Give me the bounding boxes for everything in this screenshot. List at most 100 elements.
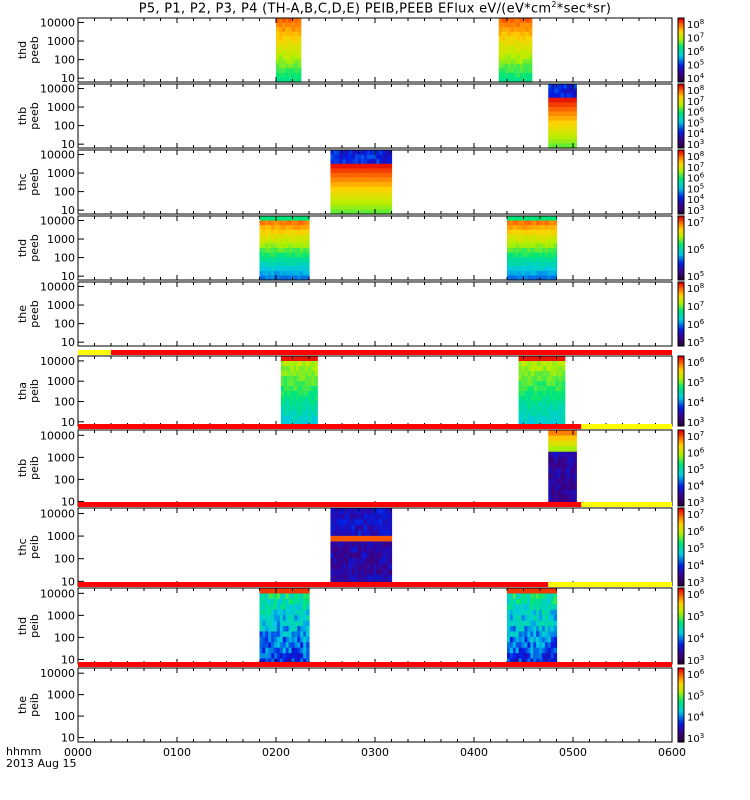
panel-9-segment-1-cell	[276, 620, 281, 627]
panel-6-colorbar-cell	[678, 403, 684, 406]
panel-6-segment-2-cell	[518, 371, 523, 377]
panel-4-segment-2-cell	[550, 229, 555, 235]
panel-7-segment-1-cell	[573, 495, 577, 502]
panel-5-colorbar-cell	[678, 323, 684, 326]
panel-1-colorbar-cell	[678, 21, 684, 24]
panel-10-colorbar-cell	[678, 732, 684, 736]
panel-9-segment-1-cell	[265, 609, 269, 616]
panel-7-segment-1-cell	[560, 495, 565, 502]
panel-2-colorbar-cell	[678, 111, 684, 114]
panel-3-segment-2-cell	[385, 163, 390, 169]
panel-6-segment-2-cell	[558, 396, 563, 402]
panel-1-segment-1-cell	[288, 18, 293, 24]
panel-7-segment-1-cell	[573, 489, 577, 496]
panel-9-segment-1-cell	[306, 631, 310, 638]
panel-8-segment-2-cell	[330, 513, 335, 520]
panel-9-segment-2-cell	[518, 626, 523, 633]
panel-6-colorbar-cell	[678, 385, 684, 388]
panel-10-colorbar-cell	[678, 706, 684, 710]
panel-3-segment-2-cell	[367, 150, 371, 156]
panel-9-segment-2-cell	[547, 658, 552, 665]
panel-3-colorbar-cell	[678, 174, 684, 177]
panel-3-segment-2-cell	[373, 163, 377, 169]
panel-3-segment-2-cell	[333, 159, 338, 165]
panel-1-segment-1-cell	[285, 72, 289, 79]
panel-9-segment-2-cell	[533, 593, 537, 600]
panel-3-segment-2-cell	[342, 195, 347, 201]
panel-4-segment-2-cell	[530, 220, 534, 226]
panel-4-segment-2-cell	[533, 266, 537, 272]
panel-8-segment-2-cell	[354, 558, 359, 565]
panel-9-ylabel-product: peib	[28, 614, 41, 638]
panel-6-segment-2-cell	[543, 396, 547, 402]
panel-5-colorbar-cell	[678, 344, 684, 347]
panel-3-segment-2-cell	[336, 209, 341, 215]
panel-4-segment-1-cell	[291, 216, 296, 222]
panel-9-segment-1-cell	[259, 588, 264, 595]
panel-7-segment-1-cell	[563, 462, 568, 469]
panel-6-segment-2-cell	[521, 376, 526, 382]
panel-4-segment-2-cell	[541, 238, 546, 245]
panel-3-segment-2-cell	[360, 200, 365, 206]
panel-3-segment-2-cell	[330, 172, 335, 179]
panel-4-segment-2-cell	[515, 248, 520, 254]
panel-1-segment-1-cell	[294, 72, 299, 79]
panel-6-segment-2-cell	[518, 356, 523, 362]
panel-5-y-tick-label: 1000	[47, 299, 75, 312]
panel-9-segment-2-cell	[507, 653, 511, 660]
panel-9-segment-1-cell	[262, 593, 266, 600]
panel-2-segment-1-cell	[557, 102, 562, 108]
panel-8-segment-2-cell	[330, 535, 335, 543]
panel-9-segment-1-cell	[300, 588, 304, 595]
panel-6-segment-2-cell	[518, 366, 523, 372]
panel-7-segment-1-cell	[560, 457, 565, 464]
panel-6-segment-2-cell	[533, 416, 538, 422]
panel-6-segment-2-cell	[561, 361, 566, 367]
panel-2-segment-1-cell	[560, 102, 565, 108]
panel-8-segment-2-cell	[345, 530, 350, 537]
panel-4-segment-2-cell	[533, 234, 537, 240]
panel-1-segment-2-cell	[516, 18, 521, 24]
panel-4-colorbar-cell	[678, 238, 684, 241]
panel-1-segment-2-cell	[522, 27, 527, 33]
panel-9-colorbar-cell	[678, 645, 684, 648]
panel-3-segment-2-cell	[385, 168, 390, 174]
panel-6-segment-2-cell	[552, 411, 557, 417]
panel-4-segment-1-cell	[268, 225, 272, 231]
panel-3-segment-2-cell	[348, 191, 353, 197]
panel-9-segment-2-cell	[541, 626, 546, 633]
panel-3-segment-2-cell	[382, 182, 386, 188]
panel-7-segment-1-cell	[557, 489, 562, 496]
panel-4-segment-1-cell	[262, 229, 266, 235]
panel-9-segment-2-cell	[521, 588, 526, 595]
panel-3-segment-2-cell	[360, 209, 365, 215]
panel-2-segment-1-cell	[570, 111, 574, 117]
panel-7-segment-1-cell	[554, 446, 559, 453]
panel-4-segment-2-cell	[541, 252, 546, 258]
panel-2-segment-1-cell	[548, 93, 552, 99]
panel-4-segment-2-cell	[515, 238, 520, 245]
panel-6-segment-1-cell	[311, 366, 315, 372]
panel-4-segment-2-cell	[547, 243, 552, 249]
panel-3-segment-2-cell	[330, 154, 335, 160]
panel-9-segment-2-cell	[536, 626, 540, 633]
panel-3-segment-2-cell	[339, 191, 344, 197]
panel-1-segment-1-cell	[282, 59, 286, 65]
panel-8-segment-2-cell	[336, 541, 341, 548]
panel-4-segment-1-cell	[306, 270, 310, 277]
panel-6-segment-2-cell	[533, 411, 538, 417]
panel-1-segment-2-cell	[510, 27, 515, 33]
panel-9-ylabel-probe: thd	[16, 617, 29, 635]
panel-9-segment-2-cell	[536, 593, 540, 600]
panel-4-segment-1-cell	[259, 238, 264, 245]
panel-9-colorbar-cell	[678, 620, 684, 623]
panel-9-segment-1-cell	[271, 588, 275, 595]
panel-8-segment-2-cell	[385, 524, 390, 531]
panel-6-segment-1-cell	[296, 386, 300, 392]
panel-1-segment-1-cell	[282, 22, 286, 28]
panel-8-segment-2-cell	[339, 524, 344, 531]
panel-8-segment-2-cell	[370, 535, 374, 543]
panel-6-segment-2-cell	[524, 381, 529, 387]
panel-7-colorbar-cell	[678, 483, 684, 486]
panel-9-segment-1-cell	[306, 653, 310, 660]
